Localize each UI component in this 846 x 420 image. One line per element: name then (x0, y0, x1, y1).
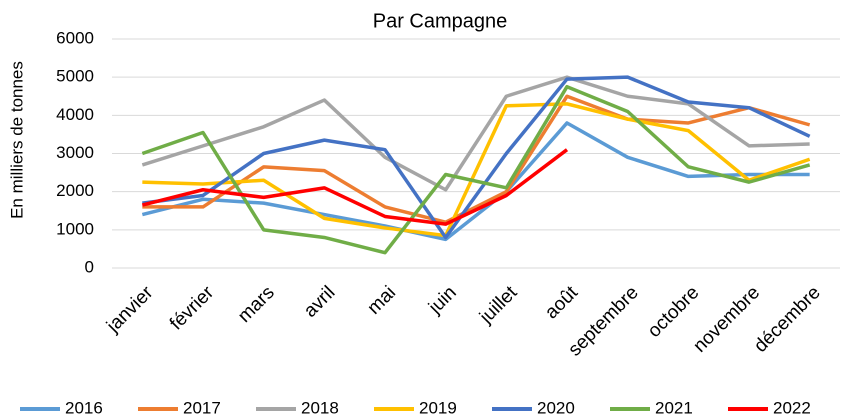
x-tick-label: décembre (750, 282, 825, 357)
series-line (141, 121, 810, 242)
y-axis-label: En milliers de tonnes (7, 61, 26, 219)
series-line (141, 148, 569, 226)
series-line (142, 94, 811, 224)
x-tick-label: juin (424, 282, 460, 318)
series-line (142, 75, 811, 240)
y-tick-label: 2000 (56, 181, 94, 200)
series-line (141, 75, 810, 192)
chart-title: Par Campagne (373, 10, 508, 32)
x-tick-label: octobre (644, 282, 704, 342)
x-tick-label: mars (234, 282, 279, 327)
x-tick-label: janvier (102, 282, 158, 338)
series-line (141, 84, 811, 255)
x-tick-label: avril (300, 282, 339, 321)
series-line (142, 102, 811, 238)
legend-label: 2020 (537, 398, 575, 417)
legend-label: 2019 (419, 398, 457, 417)
y-tick-label: 5000 (56, 67, 94, 86)
x-tick-label: août (541, 282, 583, 324)
x-tick-label: mai (364, 282, 401, 319)
legend-label: 2022 (773, 398, 811, 417)
y-tick-label: 0 (85, 257, 94, 276)
y-tick-label: 4000 (56, 105, 94, 124)
legend-label: 2021 (655, 398, 693, 417)
x-tick-label: juillet (475, 282, 522, 329)
y-tick-label: 1000 (56, 219, 94, 238)
legend-label: 2018 (301, 398, 339, 417)
legend-label: 2017 (183, 398, 221, 417)
x-tick-label: février (166, 282, 219, 335)
y-tick-label: 6000 (56, 28, 94, 47)
legend-label: 2016 (65, 398, 103, 417)
y-tick-label: 3000 (56, 143, 94, 162)
